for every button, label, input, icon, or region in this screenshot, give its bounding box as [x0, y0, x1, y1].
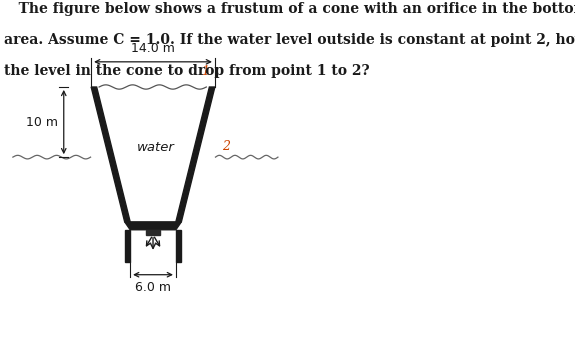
Text: 2: 2: [223, 140, 231, 153]
Text: area. Assume C = 1.0. If the water level outside is constant at point 2, how lon: area. Assume C = 1.0. If the water level…: [4, 33, 575, 47]
Text: The figure below shows a frustum of a cone with an orifice in the bottom of 2,00: The figure below shows a frustum of a co…: [4, 3, 575, 17]
Text: 10 m: 10 m: [26, 116, 58, 129]
Polygon shape: [125, 222, 181, 230]
Polygon shape: [91, 87, 130, 222]
Text: 6.0 m: 6.0 m: [135, 281, 171, 294]
Text: 14.0 m: 14.0 m: [131, 42, 175, 55]
Text: the level in the cone to drop from point 1 to 2?: the level in the cone to drop from point…: [4, 64, 369, 78]
Polygon shape: [176, 87, 215, 222]
Text: 1: 1: [201, 65, 209, 78]
Polygon shape: [125, 230, 130, 262]
Text: water: water: [137, 141, 175, 154]
Polygon shape: [176, 230, 181, 262]
Polygon shape: [146, 230, 160, 235]
